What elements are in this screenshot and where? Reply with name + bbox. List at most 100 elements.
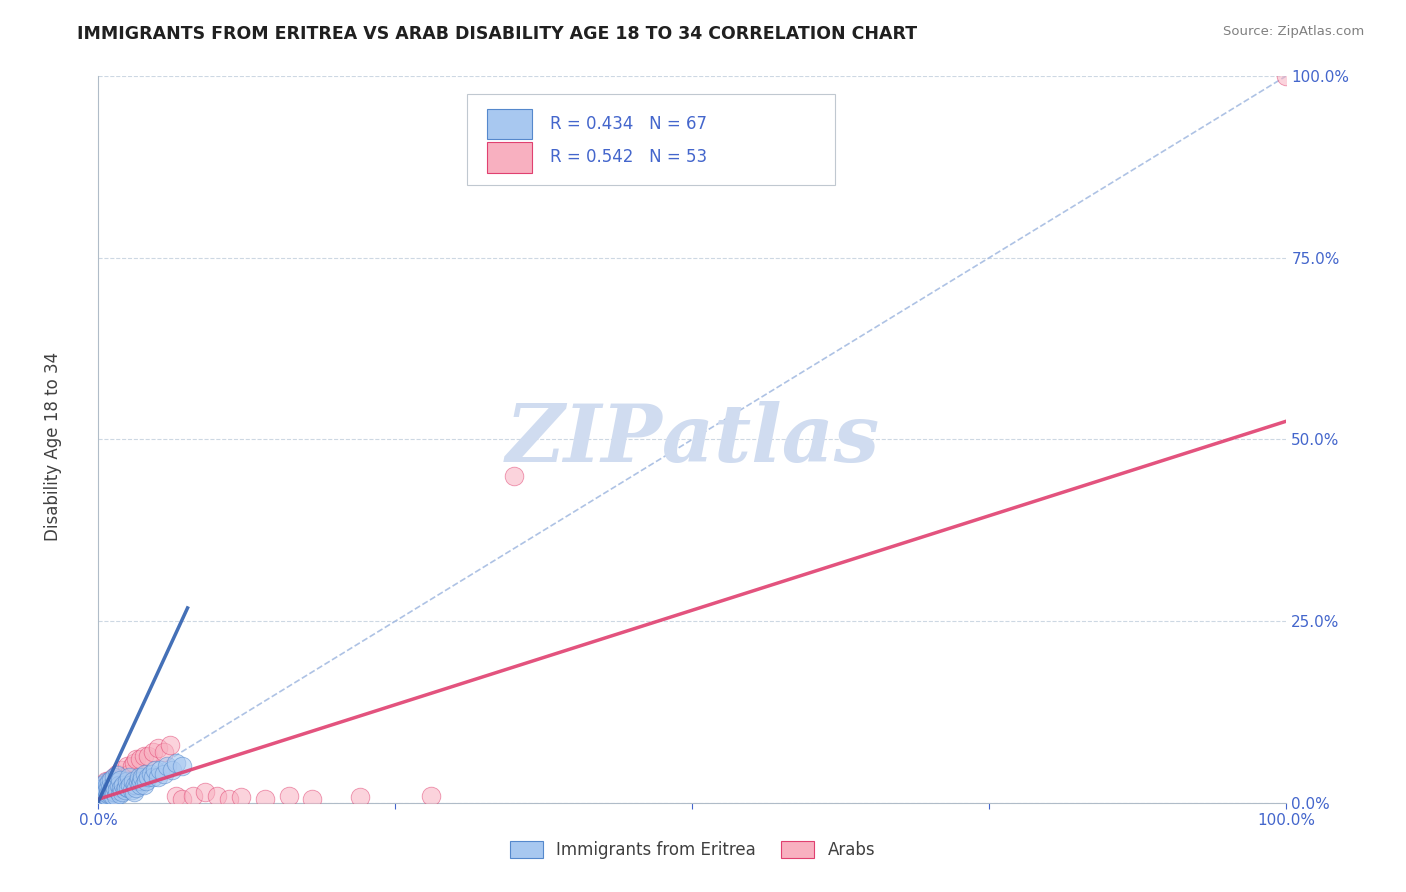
Point <box>152 766 174 780</box>
Point <box>96 789 118 803</box>
Point <box>103 770 125 784</box>
Point <box>420 789 443 803</box>
Point <box>122 756 145 770</box>
Point <box>107 766 129 780</box>
Point <box>118 766 141 780</box>
Point <box>194 785 217 799</box>
Point <box>160 763 183 777</box>
Point <box>105 789 128 803</box>
Point <box>253 792 276 806</box>
Text: ZIP​atlas: ZIP​atlas <box>505 401 880 478</box>
Point <box>104 781 127 796</box>
Point <box>142 745 165 759</box>
Point <box>94 782 117 797</box>
Point <box>97 781 120 796</box>
Point <box>91 778 114 792</box>
Point <box>98 775 121 789</box>
Point <box>98 785 121 799</box>
Point <box>105 775 128 789</box>
Point <box>165 789 187 803</box>
Point <box>218 792 240 806</box>
Point <box>135 774 157 789</box>
Point <box>127 774 149 789</box>
Point <box>115 774 138 789</box>
Point <box>136 748 159 763</box>
Point <box>105 781 128 796</box>
Point <box>114 774 136 789</box>
Point <box>108 772 131 787</box>
FancyBboxPatch shape <box>486 142 531 172</box>
Point <box>89 792 111 806</box>
Point <box>98 785 121 799</box>
Point <box>145 763 167 777</box>
Point <box>107 778 129 792</box>
Point <box>112 778 135 792</box>
Point <box>101 789 124 803</box>
Point <box>100 782 122 797</box>
Point <box>101 782 124 797</box>
Point <box>91 782 114 797</box>
Point <box>94 774 117 789</box>
Point <box>107 774 129 789</box>
Point <box>131 770 153 784</box>
Point <box>159 738 181 752</box>
Point <box>277 789 299 803</box>
Point <box>125 752 148 766</box>
Point <box>94 775 117 789</box>
Point <box>108 778 131 792</box>
Point <box>149 763 172 777</box>
Point <box>129 752 152 766</box>
Text: IMMIGRANTS FROM ERITREA VS ARAB DISABILITY AGE 18 TO 34 CORRELATION CHART: IMMIGRANTS FROM ERITREA VS ARAB DISABILI… <box>77 25 918 43</box>
Point <box>98 772 121 787</box>
Legend: Immigrants from Eritrea, Arabs: Immigrants from Eritrea, Arabs <box>502 832 883 867</box>
Point <box>103 770 125 784</box>
Point <box>91 785 114 799</box>
Point <box>132 778 155 792</box>
Point <box>503 468 526 483</box>
Point <box>103 785 125 799</box>
Text: Source: ZipAtlas.com: Source: ZipAtlas.com <box>1223 25 1364 38</box>
Point <box>122 774 145 789</box>
Point <box>90 789 112 804</box>
Point <box>91 781 114 796</box>
Point <box>115 759 138 773</box>
Point <box>349 789 371 804</box>
Point <box>121 759 143 773</box>
Point <box>93 785 115 799</box>
Point <box>90 789 112 803</box>
Point <box>100 772 122 787</box>
Point <box>129 774 152 789</box>
Point <box>111 770 134 784</box>
Point <box>128 770 150 784</box>
Point <box>110 763 132 777</box>
Point <box>207 789 229 803</box>
Point <box>90 785 112 799</box>
Point <box>93 780 115 794</box>
Point <box>301 792 323 806</box>
Point <box>111 785 134 799</box>
Point <box>183 789 205 803</box>
Point <box>107 782 129 797</box>
Text: Disability Age 18 to 34: Disability Age 18 to 34 <box>45 351 62 541</box>
Point <box>142 770 165 784</box>
Point <box>91 789 114 804</box>
Point <box>104 778 127 792</box>
Point <box>122 785 145 799</box>
Point <box>110 781 132 796</box>
Point <box>229 789 252 804</box>
Point <box>132 748 155 763</box>
Point <box>94 782 117 797</box>
Point <box>120 778 142 792</box>
Point <box>165 756 187 770</box>
Point <box>93 778 115 792</box>
Point <box>152 745 174 759</box>
Point <box>146 741 169 756</box>
Point <box>118 770 141 784</box>
Point <box>98 787 121 801</box>
Point <box>170 759 193 773</box>
Point <box>91 787 114 801</box>
Point <box>90 782 112 797</box>
Point <box>107 768 129 782</box>
Point <box>121 782 143 797</box>
Point <box>125 781 148 796</box>
